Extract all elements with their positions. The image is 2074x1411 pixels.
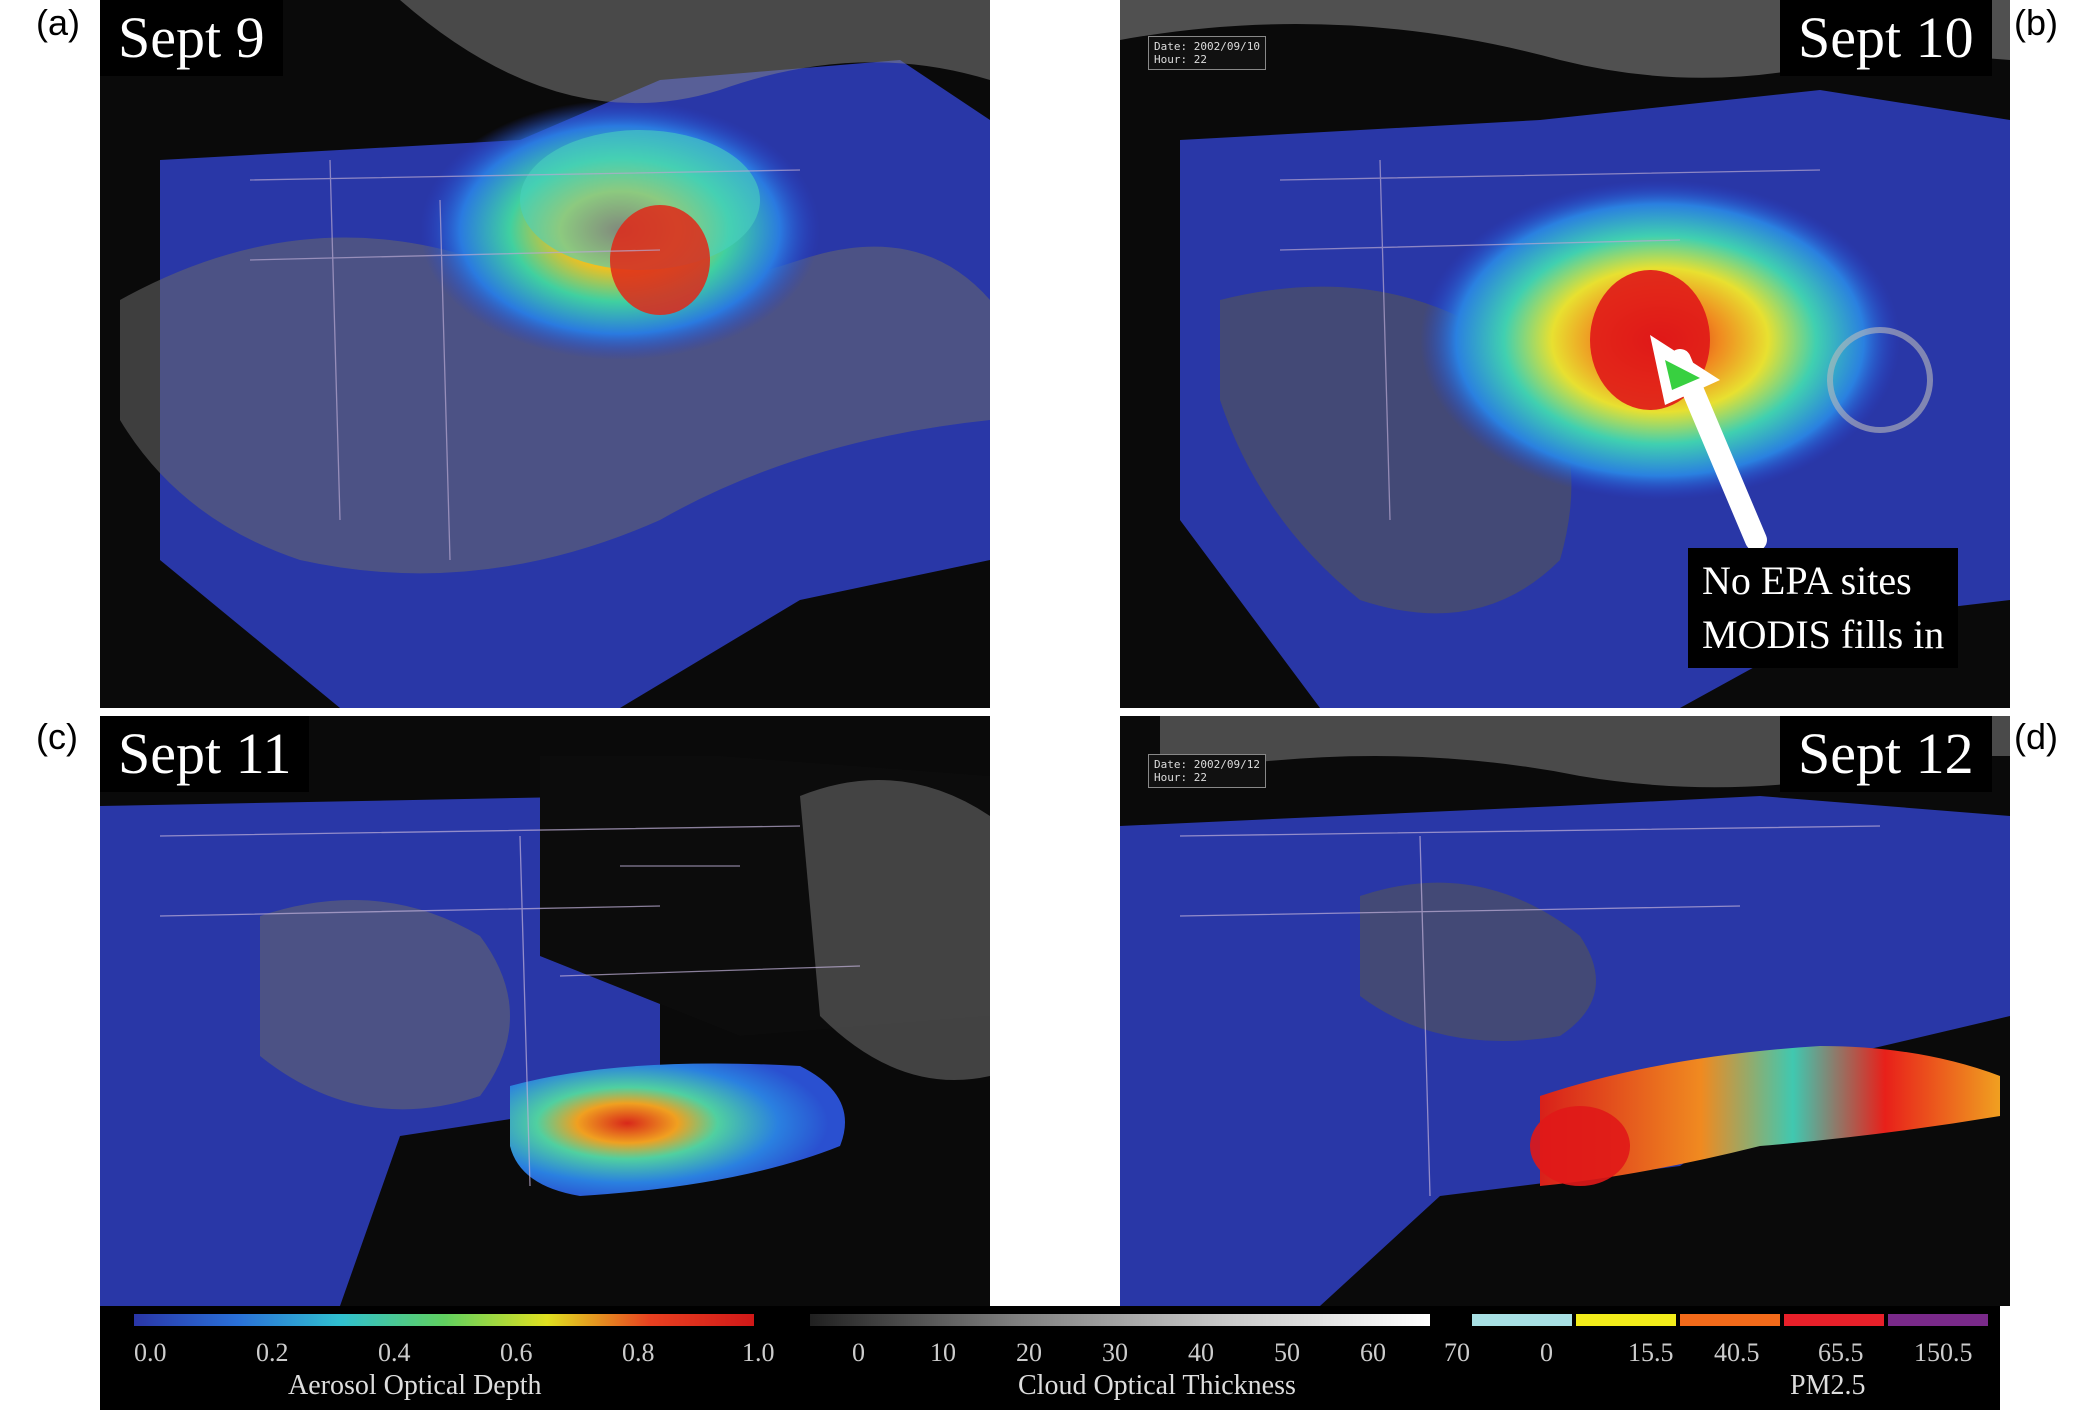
pm-tick: 0	[1540, 1338, 1553, 1367]
aod-tick: 0.2	[256, 1338, 289, 1367]
panel-label-d: (d)	[2014, 716, 2058, 757]
aod-tick: 0.4	[378, 1338, 411, 1367]
pm-legend-title: PM2.5	[1790, 1370, 1866, 1401]
pm-bin-40-5	[1680, 1314, 1780, 1326]
pm-bin-15-5	[1576, 1314, 1676, 1326]
aod-colorbar	[134, 1314, 754, 1326]
cot-colorbar	[810, 1314, 1430, 1326]
panel-date-a: Sept 9	[100, 0, 283, 76]
timestamp-date: Date: 2002/09/10	[1154, 40, 1260, 53]
cot-legend-title: Cloud Optical Thickness	[1018, 1370, 1296, 1401]
map-panel-sept-11	[100, 716, 990, 1306]
timestamp-hour: Hour: 22	[1154, 771, 1207, 784]
aod-legend-title: Aerosol Optical Depth	[288, 1370, 542, 1401]
timestamp-hour: Hour: 22	[1154, 53, 1207, 66]
timestamp-box-b: Date: 2002/09/10 Hour: 22	[1148, 36, 1266, 70]
panel-date-d: Sept 12	[1780, 716, 1992, 792]
aod-tick: 1.0	[742, 1338, 775, 1367]
pm-tick: 15.5	[1628, 1338, 1674, 1367]
map-panel-sept-9	[100, 0, 990, 708]
map-image-sept-9	[100, 0, 990, 708]
timestamp-date: Date: 2002/09/12	[1154, 758, 1260, 771]
pm-tick: 65.5	[1818, 1338, 1864, 1367]
aod-tick: 0.0	[134, 1338, 167, 1367]
map-panel-sept-12	[1120, 716, 2010, 1306]
cot-tick: 20	[1016, 1338, 1042, 1367]
map-image-sept-12	[1120, 716, 2010, 1306]
panel-label-c: (c)	[36, 716, 78, 757]
cot-tick: 50	[1274, 1338, 1300, 1367]
pm-bin-0	[1472, 1314, 1572, 1326]
pm-bin-150-5	[1888, 1314, 1988, 1326]
cot-tick: 70	[1444, 1338, 1470, 1367]
cot-tick: 40	[1188, 1338, 1214, 1367]
color-legend: 0.0 0.2 0.4 0.6 0.8 1.0 Aerosol Optical …	[100, 1306, 2000, 1410]
annotation-line-2: MODIS fills in	[1702, 612, 1945, 657]
pm-bin-65-5	[1784, 1314, 1884, 1326]
annotation-line-1: No EPA sites	[1702, 558, 1912, 603]
panel-date-b: Sept 10	[1780, 0, 1992, 76]
annotation-no-epa-sites: No EPA sites MODIS fills in	[1688, 548, 1959, 668]
cot-tick: 30	[1102, 1338, 1128, 1367]
panel-label-a: (a)	[36, 2, 80, 43]
map-image-sept-11	[100, 716, 990, 1306]
panel-date-c: Sept 11	[100, 716, 310, 792]
aod-tick: 0.6	[500, 1338, 533, 1367]
timestamp-box-d: Date: 2002/09/12 Hour: 22	[1148, 754, 1266, 788]
panel-label-b: (b)	[2014, 2, 2058, 43]
cot-tick: 0	[852, 1338, 865, 1367]
aod-tick: 0.8	[622, 1338, 655, 1367]
cot-tick: 10	[930, 1338, 956, 1367]
pm-tick: 40.5	[1714, 1338, 1760, 1367]
pm-tick: 150.5	[1914, 1338, 1973, 1367]
cot-tick: 60	[1360, 1338, 1386, 1367]
